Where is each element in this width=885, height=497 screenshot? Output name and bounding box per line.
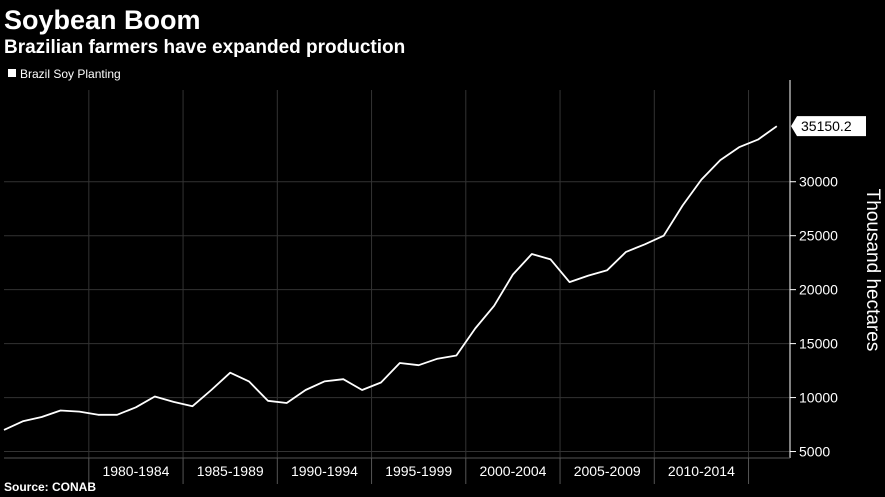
y-tick-label: 15000 (799, 336, 838, 352)
x-axis: 1980-1984 1985-1989 1990-1994 1995-1999 2000… (4, 457, 790, 484)
x-tick-label: 2010-2014 (668, 463, 735, 479)
y-tick-label: 20000 (799, 282, 838, 298)
legend-entry: Brazil Soy Planting (20, 67, 121, 81)
y-tick-label: 5000 (799, 444, 830, 460)
y-tick-label: 30000 (799, 174, 838, 190)
y-tick-label: 10000 (799, 390, 838, 406)
source-note: Source: CONAB (4, 480, 96, 494)
x-tick-label: 1985-1989 (197, 463, 264, 479)
x-tick-label: 1990-1994 (291, 463, 358, 479)
y-axis-label: Thousand hectares (862, 189, 883, 352)
chart-subtitle: Brazilian farmers have expanded producti… (4, 37, 405, 58)
series-line (3, 125, 778, 431)
x-tick-label: 2005-2009 (574, 463, 641, 479)
x-tick-label: 2000-2004 (479, 463, 546, 479)
y-axis: 5000 10000 15000 20000 25000 30000 (789, 80, 838, 460)
last-value-callout-box (791, 116, 866, 137)
gridlines (4, 90, 790, 458)
legend-swatch (8, 69, 16, 77)
series-layer (3, 125, 778, 431)
x-tick-label: 1995-1999 (385, 463, 452, 479)
last-value-label: 35150.2 (801, 118, 852, 134)
last-value-callout: 35150.2 (791, 116, 866, 137)
x-tick-label: 1980-1984 (102, 463, 169, 479)
y-tick-label: 25000 (799, 228, 838, 244)
chart-title: Soybean Boom (4, 5, 201, 35)
